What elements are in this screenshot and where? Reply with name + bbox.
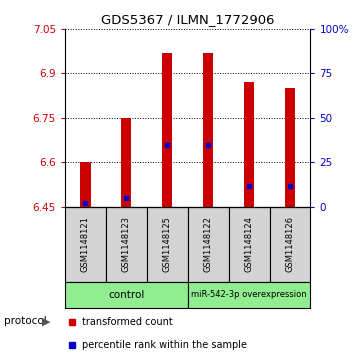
Bar: [203, 53, 213, 207]
Text: GSM1148122: GSM1148122: [204, 216, 213, 272]
Bar: [162, 53, 172, 207]
Text: control: control: [108, 290, 144, 300]
Bar: [65, 282, 188, 308]
Text: percentile rank within the sample: percentile rank within the sample: [82, 340, 247, 350]
Bar: [121, 118, 131, 207]
Text: GDS5367 / ILMN_1772906: GDS5367 / ILMN_1772906: [101, 13, 274, 26]
Bar: [80, 162, 91, 207]
Text: GSM1148124: GSM1148124: [245, 216, 253, 272]
Text: transformed count: transformed count: [82, 317, 173, 327]
Bar: [285, 88, 295, 207]
Text: ▶: ▶: [42, 316, 50, 326]
Bar: [270, 207, 310, 282]
Bar: [188, 207, 229, 282]
Text: GSM1148125: GSM1148125: [163, 216, 172, 272]
Bar: [147, 207, 188, 282]
Bar: [188, 282, 310, 308]
Bar: [229, 207, 270, 282]
Text: GSM1148121: GSM1148121: [81, 216, 90, 272]
Text: miR-542-3p overexpression: miR-542-3p overexpression: [191, 290, 307, 299]
Text: GSM1148123: GSM1148123: [122, 216, 131, 272]
Text: protocol: protocol: [4, 316, 46, 326]
Bar: [244, 82, 254, 207]
Bar: [106, 207, 147, 282]
Text: GSM1148126: GSM1148126: [286, 216, 295, 272]
Bar: [65, 207, 106, 282]
